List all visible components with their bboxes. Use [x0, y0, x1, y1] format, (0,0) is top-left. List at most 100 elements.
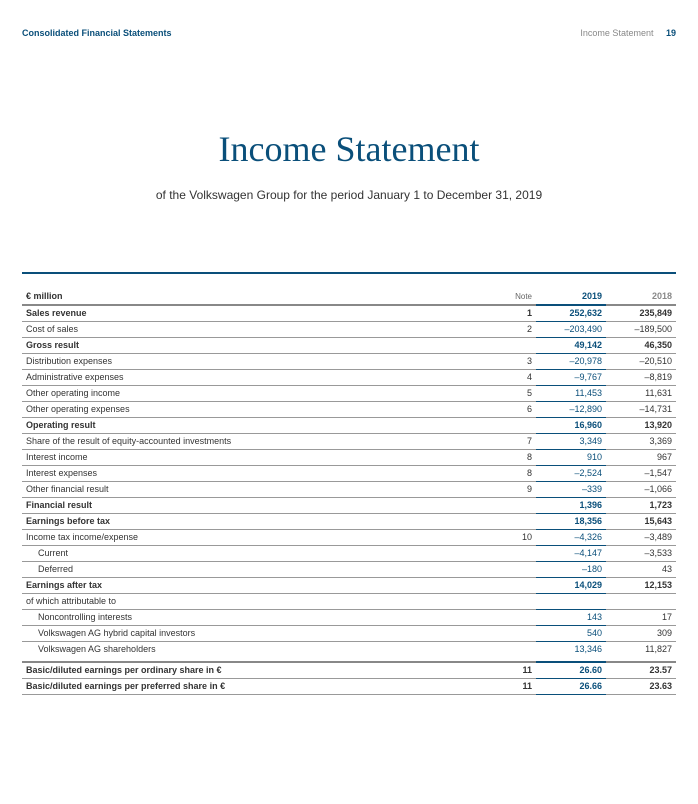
row-value-year1: –9,767: [536, 369, 606, 385]
header-page-info: Income Statement 19: [580, 28, 676, 38]
row-label: Other operating expenses: [22, 401, 491, 417]
row-value-year1: 26.60: [536, 662, 606, 679]
row-note: 7: [491, 433, 536, 449]
row-note: [491, 545, 536, 561]
row-label: Basic/diluted earnings per preferred sha…: [22, 678, 491, 694]
row-label: Sales revenue: [22, 305, 491, 322]
row-label: Volkswagen AG hybrid capital investors: [22, 625, 491, 641]
row-value-year1: –4,326: [536, 529, 606, 545]
table-row: Interest expenses8–2,524–1,547: [22, 465, 676, 481]
row-value-year1: 18,356: [536, 513, 606, 529]
row-value-year1: 11,453: [536, 385, 606, 401]
row-note: 8: [491, 449, 536, 465]
table-row: Administrative expenses4–9,767–8,819: [22, 369, 676, 385]
row-note: 8: [491, 465, 536, 481]
row-label: Administrative expenses: [22, 369, 491, 385]
table-row: Income tax income/expense10–4,326–3,489: [22, 529, 676, 545]
row-value-year1: 3,349: [536, 433, 606, 449]
row-label: Noncontrolling interests: [22, 609, 491, 625]
row-value-year2: 235,849: [606, 305, 676, 322]
header-page-number: 19: [666, 28, 676, 38]
row-label: Interest expenses: [22, 465, 491, 481]
table-row: Earnings before tax18,35615,643: [22, 513, 676, 529]
row-value-year2: –3,489: [606, 529, 676, 545]
row-note: [491, 561, 536, 577]
row-value-year1: 1,396: [536, 497, 606, 513]
table-row: Noncontrolling interests14317: [22, 609, 676, 625]
row-note: [491, 609, 536, 625]
row-label: Gross result: [22, 337, 491, 353]
row-label: Share of the result of equity-accounted …: [22, 433, 491, 449]
year2-header: 2018: [606, 288, 676, 305]
row-value-year1: 26.66: [536, 678, 606, 694]
page-title: Income Statement: [22, 128, 676, 170]
row-note: [491, 497, 536, 513]
row-value-year1: –20,978: [536, 353, 606, 369]
year1-header: 2019: [536, 288, 606, 305]
row-value-year2: 43: [606, 561, 676, 577]
row-value-year1: –12,890: [536, 401, 606, 417]
row-value-year1: 252,632: [536, 305, 606, 322]
table-row: Distribution expenses3–20,978–20,510: [22, 353, 676, 369]
row-value-year1: –339: [536, 481, 606, 497]
table-row: Sales revenue1252,632235,849: [22, 305, 676, 322]
page-subtitle: of the Volkswagen Group for the period J…: [22, 188, 676, 202]
row-note: 3: [491, 353, 536, 369]
row-value-year2: –3,533: [606, 545, 676, 561]
row-value-year1: 540: [536, 625, 606, 641]
table-row: Volkswagen AG shareholders13,34611,827: [22, 641, 676, 657]
row-value-year2: 12,153: [606, 577, 676, 593]
row-value-year2: 46,350: [606, 337, 676, 353]
row-value-year2: 3,369: [606, 433, 676, 449]
row-label: Basic/diluted earnings per ordinary shar…: [22, 662, 491, 679]
page-header: Consolidated Financial Statements Income…: [22, 28, 676, 38]
top-rule: [22, 272, 676, 274]
row-value-year1: –203,490: [536, 321, 606, 337]
row-value-year2: –14,731: [606, 401, 676, 417]
row-label: Other financial result: [22, 481, 491, 497]
row-value-year1: –180: [536, 561, 606, 577]
header-doc-label: Income Statement: [580, 28, 653, 38]
row-value-year1: [536, 593, 606, 609]
row-note: [491, 577, 536, 593]
row-value-year2: –1,066: [606, 481, 676, 497]
table-row: Other operating income511,45311,631: [22, 385, 676, 401]
row-value-year2: 967: [606, 449, 676, 465]
row-value-year2: 13,920: [606, 417, 676, 433]
row-label: Earnings after tax: [22, 577, 491, 593]
table-row: Deferred –18043: [22, 561, 676, 577]
row-value-year2: 309: [606, 625, 676, 641]
row-note: 1: [491, 305, 536, 322]
row-note: [491, 593, 536, 609]
row-note: 2: [491, 321, 536, 337]
row-label: Other operating income: [22, 385, 491, 401]
row-value-year2: –20,510: [606, 353, 676, 369]
row-label: Current: [22, 545, 491, 561]
row-note: 11: [491, 678, 536, 694]
row-value-year1: –2,524: [536, 465, 606, 481]
row-value-year2: –1,547: [606, 465, 676, 481]
table-row: Volkswagen AG hybrid capital investors 54…: [22, 625, 676, 641]
row-label: Deferred: [22, 561, 491, 577]
table-row: Interest income8910967: [22, 449, 676, 465]
row-value-year2: 17: [606, 609, 676, 625]
row-note: [491, 513, 536, 529]
row-note: 5: [491, 385, 536, 401]
note-header: Note: [491, 288, 536, 305]
row-label: Income tax income/expense: [22, 529, 491, 545]
row-value-year1: 14,029: [536, 577, 606, 593]
row-value-year2: 11,631: [606, 385, 676, 401]
row-value-year2: 23.57: [606, 662, 676, 679]
row-label: Cost of sales: [22, 321, 491, 337]
table-row: Financial result1,3961,723: [22, 497, 676, 513]
row-label: Earnings before tax: [22, 513, 491, 529]
row-value-year1: 910: [536, 449, 606, 465]
row-value-year1: 13,346: [536, 641, 606, 657]
table-row: Basic/diluted earnings per ordinary shar…: [22, 662, 676, 679]
income-statement-table: € million Note 2019 2018 Sales revenue12…: [22, 288, 676, 695]
table-row: Earnings after tax 14,02912,153: [22, 577, 676, 593]
table-row: Basic/diluted earnings per preferred sha…: [22, 678, 676, 694]
row-label: Volkswagen AG shareholders: [22, 641, 491, 657]
row-label: Interest income: [22, 449, 491, 465]
row-label: Financial result: [22, 497, 491, 513]
